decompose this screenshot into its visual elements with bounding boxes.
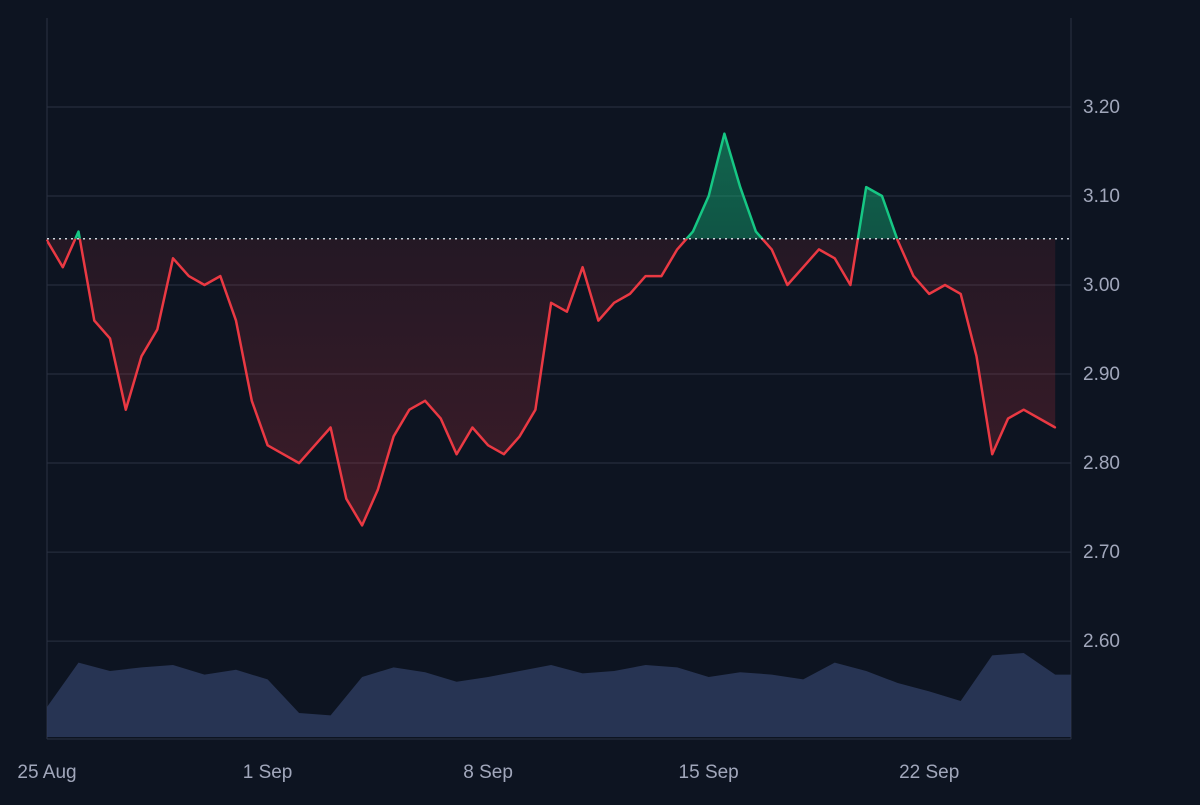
price-point bbox=[156, 328, 159, 331]
price-point bbox=[565, 310, 568, 313]
price-point bbox=[1007, 417, 1009, 420]
x-tick-label: 25 Aug bbox=[17, 762, 76, 783]
price-point bbox=[1054, 426, 1057, 429]
price-point bbox=[518, 435, 521, 438]
price-point bbox=[77, 230, 80, 233]
price-point bbox=[313, 444, 316, 447]
price-point bbox=[739, 186, 742, 189]
y-tick-label: 3.20 bbox=[1083, 97, 1120, 118]
price-point bbox=[691, 230, 694, 233]
price-point bbox=[187, 275, 190, 278]
above-baseline-fill bbox=[75, 133, 898, 239]
price-point bbox=[944, 284, 946, 286]
price-point bbox=[613, 301, 616, 304]
price-point bbox=[881, 195, 883, 197]
price-point bbox=[46, 239, 48, 242]
price-point bbox=[550, 301, 553, 304]
price-point bbox=[991, 453, 994, 456]
below-baseline-fill bbox=[47, 238, 1056, 526]
price-point bbox=[597, 319, 600, 322]
price-point bbox=[660, 275, 663, 278]
price-point bbox=[93, 319, 96, 322]
price-point bbox=[329, 426, 332, 429]
price-point bbox=[676, 248, 679, 251]
price-line-above bbox=[73, 132, 899, 239]
price-point bbox=[928, 292, 931, 295]
price-point bbox=[424, 399, 427, 402]
price-point bbox=[250, 399, 253, 402]
price-point bbox=[802, 266, 805, 269]
price-point bbox=[219, 275, 222, 278]
price-point bbox=[439, 417, 442, 420]
price-point bbox=[376, 488, 379, 491]
x-tick-label: 15 Sep bbox=[679, 762, 739, 783]
y-tick-label: 2.70 bbox=[1083, 542, 1120, 563]
y-tick-label: 2.60 bbox=[1083, 631, 1120, 652]
price-point bbox=[487, 444, 490, 447]
price-point bbox=[361, 524, 364, 527]
volume-area bbox=[47, 653, 1071, 737]
price-point bbox=[849, 284, 852, 286]
y-tick-label: 2.90 bbox=[1083, 364, 1120, 385]
price-point bbox=[345, 497, 348, 500]
price-point bbox=[502, 453, 505, 456]
price-point bbox=[975, 355, 978, 358]
price-point bbox=[1038, 417, 1041, 420]
price-point bbox=[471, 426, 474, 429]
price-point bbox=[235, 319, 237, 322]
y-tick-label: 3.00 bbox=[1083, 275, 1120, 296]
price-point bbox=[124, 408, 127, 411]
x-tick-label: 1 Sep bbox=[243, 762, 293, 783]
price-point bbox=[723, 132, 726, 135]
price-point bbox=[203, 284, 206, 286]
price-point bbox=[833, 257, 836, 260]
price-point bbox=[266, 444, 269, 447]
price-point bbox=[817, 248, 820, 251]
price-point bbox=[770, 248, 773, 251]
price-point bbox=[61, 266, 64, 269]
price-point bbox=[408, 408, 411, 411]
price-point bbox=[455, 453, 458, 456]
price-point bbox=[534, 408, 537, 411]
y-tick-label: 2.80 bbox=[1083, 453, 1120, 474]
price-point bbox=[628, 292, 631, 295]
price-point bbox=[959, 292, 962, 295]
price-point bbox=[140, 355, 143, 358]
price-point bbox=[707, 195, 710, 197]
price-point bbox=[865, 186, 868, 189]
price-point bbox=[786, 284, 789, 286]
price-point bbox=[912, 275, 915, 278]
x-tick-label: 22 Sep bbox=[899, 762, 959, 783]
price-point bbox=[581, 266, 584, 269]
price-point bbox=[644, 275, 647, 278]
price-point bbox=[109, 337, 111, 340]
price-point bbox=[282, 453, 285, 456]
y-tick-label: 3.10 bbox=[1083, 186, 1120, 207]
price-point bbox=[298, 462, 301, 465]
price-point bbox=[392, 435, 395, 438]
x-tick-label: 8 Sep bbox=[463, 762, 513, 783]
price-point bbox=[1022, 408, 1025, 411]
price-point bbox=[896, 239, 899, 242]
price-point bbox=[754, 230, 757, 233]
price-point bbox=[172, 257, 174, 260]
